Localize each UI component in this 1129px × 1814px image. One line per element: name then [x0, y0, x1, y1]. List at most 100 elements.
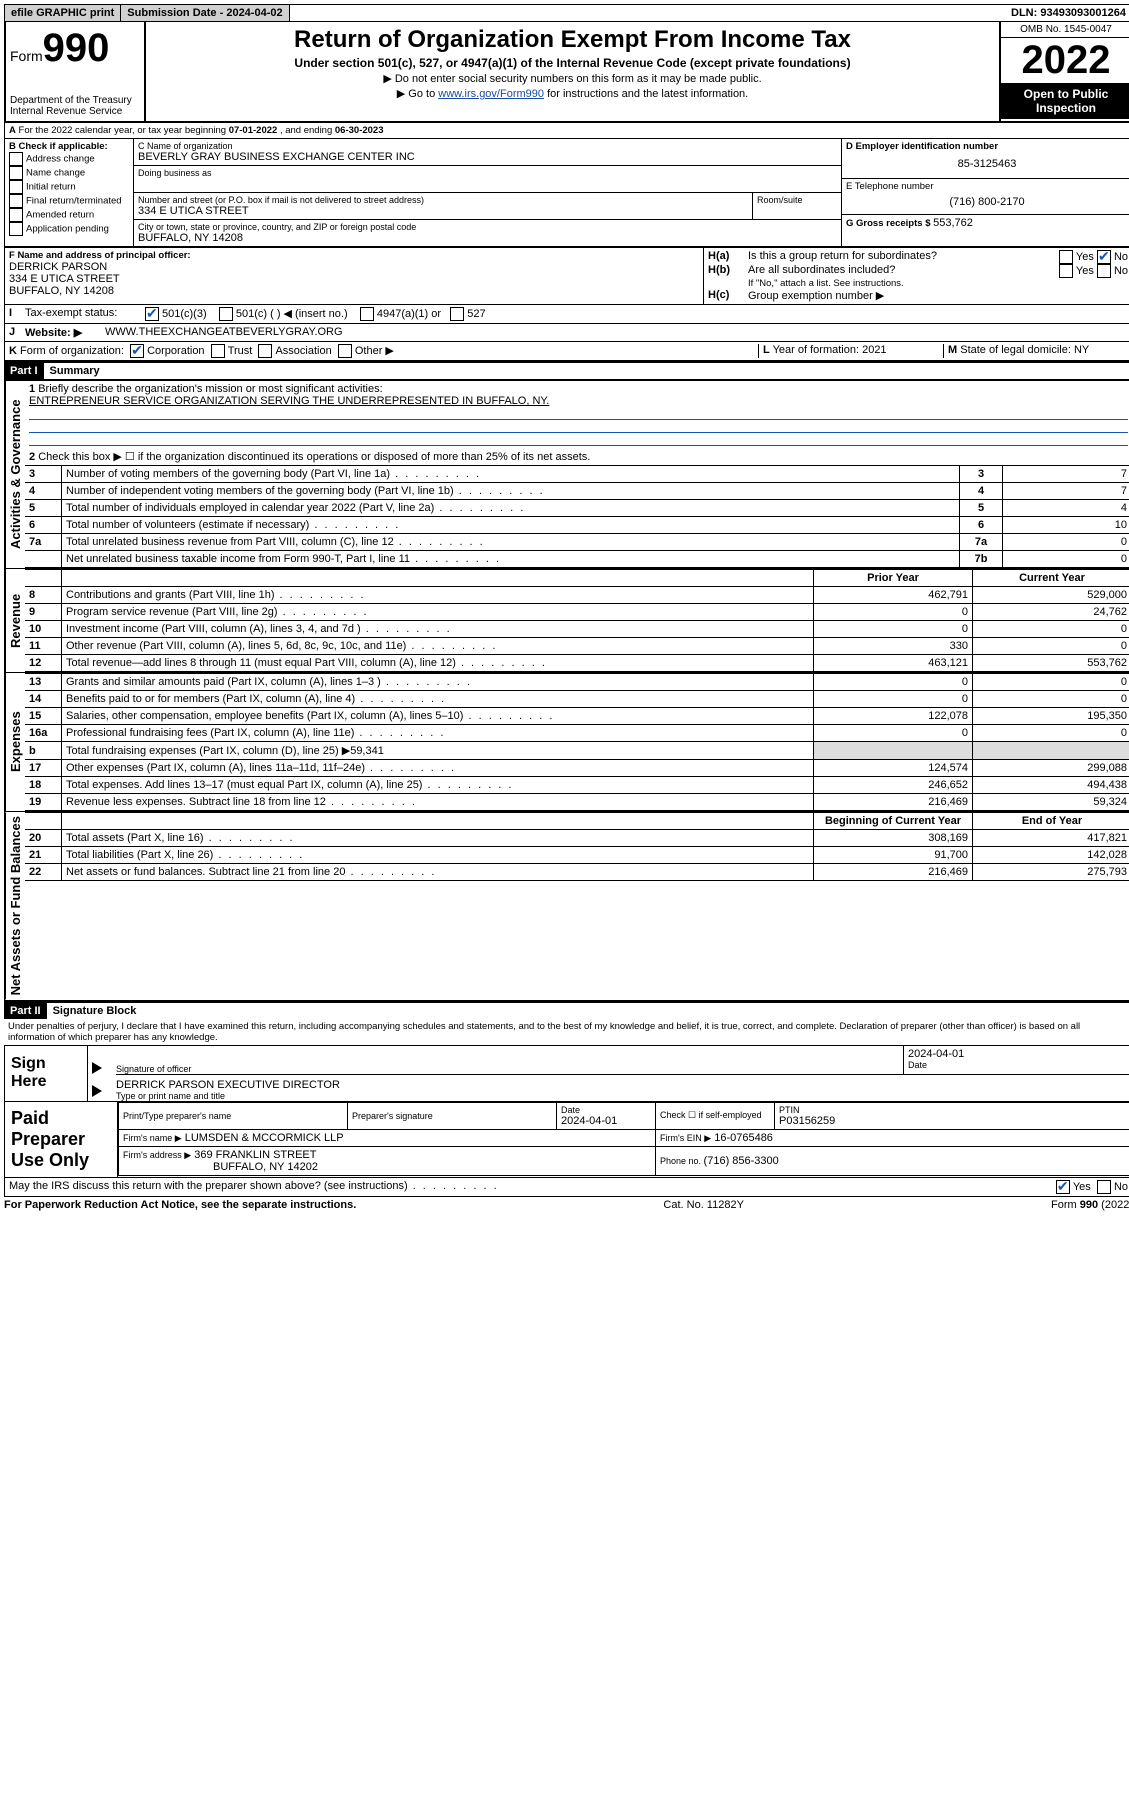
form-word: Form	[10, 48, 43, 64]
table-row: 13 Grants and similar amounts paid (Part…	[25, 674, 1129, 691]
cb-501c[interactable]	[219, 307, 233, 321]
officer-label: F Name and address of principal officer:	[9, 250, 699, 261]
section-revenue: Revenue Prior Year Current Year 8 Contri…	[4, 569, 1129, 673]
hb-label: H(b)	[708, 264, 748, 278]
table-row: 4 Number of independent voting members o…	[25, 483, 1129, 500]
expenses-table: 13 Grants and similar amounts paid (Part…	[25, 673, 1129, 811]
cb-527[interactable]	[450, 307, 464, 321]
hc-label: H(c)	[708, 289, 748, 302]
table-row: 15 Salaries, other compensation, employe…	[25, 708, 1129, 725]
cb-name-change[interactable]: Name change	[9, 166, 129, 180]
hc-text: Group exemption number ▶	[748, 289, 884, 302]
vlabel-governance: Activities & Governance	[5, 381, 25, 568]
table-row: 11 Other revenue (Part VIII, column (A),…	[25, 638, 1129, 655]
part2-header: Part II Signature Block	[4, 1001, 1129, 1019]
hb-yes[interactable]	[1059, 264, 1073, 278]
gross-receipts-label: G Gross receipts $	[846, 218, 933, 229]
topbar: efile GRAPHIC print Submission Date - 20…	[4, 4, 1129, 22]
sig-date: 2024-04-01	[908, 1048, 1128, 1060]
paid-preparer-label: Paid Preparer Use Only	[5, 1102, 118, 1177]
typed-name-label: Type or print name and title	[116, 1091, 1129, 1101]
sig-officer-label: Signature of officer	[116, 1064, 903, 1074]
cb-association[interactable]	[258, 344, 272, 358]
sign-here-label: Sign Here	[5, 1046, 88, 1101]
vlabel-expenses: Expenses	[5, 673, 25, 811]
dln: DLN: 93493093001264	[1005, 5, 1129, 21]
paid-preparer-block: Paid Preparer Use Only Print/Type prepar…	[4, 1102, 1129, 1178]
gross-receipts-value: 553,762	[933, 217, 973, 229]
hb-text: Are all subordinates included?	[748, 264, 1059, 278]
table-row: 16a Professional fundraising fees (Part …	[25, 725, 1129, 742]
submission-date: Submission Date - 2024-04-02	[121, 5, 289, 21]
city-label: City or town, state or province, country…	[138, 222, 837, 232]
cb-trust[interactable]	[211, 344, 225, 358]
table-row: b Total fundraising expenses (Part IX, c…	[25, 742, 1129, 760]
cb-corporation[interactable]	[130, 344, 144, 358]
org-name-label: C Name of organization	[138, 141, 837, 151]
dba-label: Doing business as	[138, 168, 837, 178]
block-b-header: B Check if applicable:	[9, 141, 129, 152]
vlabel-net: Net Assets or Fund Balances	[5, 812, 25, 999]
sign-here-block: Sign Here Signature of officer 2024-04-0…	[4, 1045, 1129, 1102]
section-net-assets: Net Assets or Fund Balances Beginning of…	[4, 812, 1129, 1000]
officer-street: 334 E UTICA STREET	[9, 273, 699, 285]
ha-label: H(a)	[708, 250, 748, 264]
phone-label: E Telephone number	[846, 181, 1128, 192]
line-j: J Website: ▶ WWW.THEEXCHANGEATBEVERLYGRA…	[4, 324, 1129, 342]
cb-4947[interactable]	[360, 307, 374, 321]
efile-button[interactable]: efile GRAPHIC print	[5, 5, 121, 21]
ein-label: D Employer identification number	[846, 141, 1128, 152]
officer-typed-name: DERRICK PARSON EXECUTIVE DIRECTOR	[116, 1079, 1129, 1091]
table-row: 21 Total liabilities (Part X, line 26) 9…	[25, 847, 1129, 864]
cb-initial-return[interactable]: Initial return	[9, 180, 129, 194]
discuss-yes[interactable]	[1056, 1180, 1070, 1194]
table-row: 5 Total number of individuals employed i…	[25, 500, 1129, 517]
cb-final-return[interactable]: Final return/terminated	[9, 194, 129, 208]
table-row: 6 Total number of volunteers (estimate i…	[25, 517, 1129, 534]
section-expenses: Expenses 13 Grants and similar amounts p…	[4, 673, 1129, 812]
mission-text: ENTREPRENEUR SERVICE ORGANIZATION SERVIN…	[29, 395, 1128, 407]
form-note2: ▶ Go to www.irs.gov/Form990 for instruct…	[154, 87, 991, 100]
net-assets-table: Beginning of Current Year End of Year 20…	[25, 812, 1129, 881]
officer-name: DERRICK PARSON	[9, 261, 699, 273]
street-value: 334 E UTICA STREET	[138, 205, 748, 217]
part1-header: Part I Summary	[4, 361, 1129, 379]
cb-app-pending[interactable]: Application pending	[9, 222, 129, 236]
table-row: 17 Other expenses (Part IX, column (A), …	[25, 760, 1129, 777]
form-note1: ▶ Do not enter social security numbers o…	[154, 72, 991, 85]
omb-number: OMB No. 1545-0047	[1001, 22, 1129, 38]
hb-no[interactable]	[1097, 264, 1111, 278]
phone-value: (716) 800-2170	[846, 192, 1128, 212]
declaration-text: Under penalties of perjury, I declare th…	[4, 1019, 1129, 1045]
irs-link[interactable]: www.irs.gov/Form990	[438, 88, 544, 100]
line-i: I Tax-exempt status: 501(c)(3) 501(c) ( …	[4, 305, 1129, 324]
public-inspection: Open to PublicInspection	[1001, 83, 1129, 119]
hb-note: If "No," attach a list. See instructions…	[708, 278, 1128, 289]
city-value: BUFFALO, NY 14208	[138, 232, 837, 244]
triangle-icon	[92, 1085, 102, 1097]
vlabel-revenue: Revenue	[5, 569, 25, 672]
fh-block: F Name and address of principal officer:…	[4, 247, 1129, 305]
form-title: Return of Organization Exempt From Incom…	[154, 26, 991, 54]
line-a: A For the 2022 calendar year, or tax yea…	[4, 123, 1129, 139]
sig-date-label: Date	[908, 1060, 1128, 1070]
section-governance: Activities & Governance 1 Briefly descri…	[4, 379, 1129, 569]
org-name: BEVERLY GRAY BUSINESS EXCHANGE CENTER IN…	[138, 151, 837, 163]
ha-no[interactable]	[1097, 250, 1111, 264]
cb-address-change[interactable]: Address change	[9, 152, 129, 166]
discuss-no[interactable]	[1097, 1180, 1111, 1194]
ha-yes[interactable]	[1059, 250, 1073, 264]
revenue-table: Prior Year Current Year 8 Contributions …	[25, 569, 1129, 672]
table-row: 3 Number of voting members of the govern…	[25, 466, 1129, 483]
cb-amended-return[interactable]: Amended return	[9, 208, 129, 222]
table-row: 9 Program service revenue (Part VIII, li…	[25, 604, 1129, 621]
table-row: 22 Net assets or fund balances. Subtract…	[25, 864, 1129, 881]
table-row: 10 Investment income (Part VIII, column …	[25, 621, 1129, 638]
officer-city: BUFFALO, NY 14208	[9, 285, 699, 297]
table-row: 19 Revenue less expenses. Subtract line …	[25, 794, 1129, 811]
cb-501c3[interactable]	[145, 307, 159, 321]
ein-value: 85-3125463	[846, 152, 1128, 176]
cb-other[interactable]	[338, 344, 352, 358]
street-label: Number and street (or P.O. box if mail i…	[138, 195, 748, 205]
form-header: Form990 Department of the TreasuryIntern…	[4, 22, 1129, 123]
